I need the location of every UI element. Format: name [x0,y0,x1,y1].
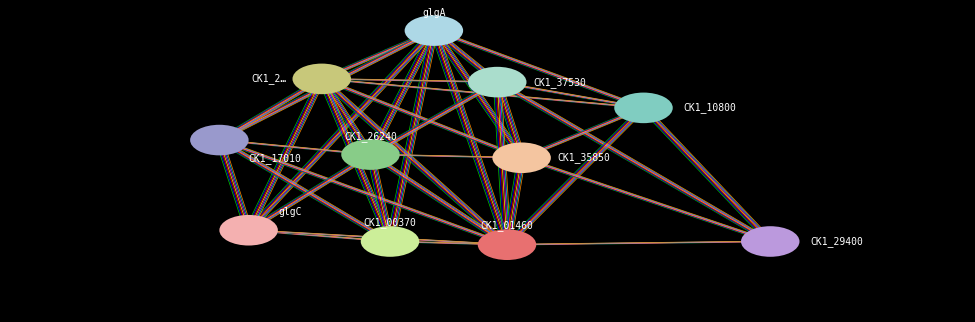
Text: glgA: glgA [422,7,446,17]
Ellipse shape [361,226,419,257]
Text: CK1_29400: CK1_29400 [810,236,863,247]
Ellipse shape [468,67,526,98]
Text: CK1_00370: CK1_00370 [364,217,416,228]
Text: CK1_26240: CK1_26240 [344,131,397,142]
Text: CK1_17010: CK1_17010 [249,153,301,164]
Ellipse shape [492,143,551,173]
Ellipse shape [219,215,278,246]
Ellipse shape [478,229,536,260]
Text: CK1_10800: CK1_10800 [683,102,736,113]
Ellipse shape [614,93,673,123]
Text: CK1_01460: CK1_01460 [481,220,533,231]
Ellipse shape [292,64,351,94]
Text: CK1_35850: CK1_35850 [558,152,610,163]
Text: CK1_37530: CK1_37530 [533,77,586,88]
Ellipse shape [190,125,249,156]
Ellipse shape [405,15,463,46]
Text: glgC: glgC [279,207,302,217]
Ellipse shape [341,139,400,170]
Ellipse shape [741,226,800,257]
Text: CK1_2…: CK1_2… [252,73,287,84]
